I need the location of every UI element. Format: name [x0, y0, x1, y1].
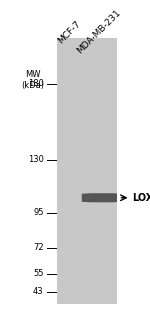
Text: 72: 72	[33, 243, 44, 252]
Text: MCF-7: MCF-7	[56, 19, 82, 45]
FancyBboxPatch shape	[82, 193, 122, 202]
Text: 43: 43	[33, 287, 44, 296]
Text: 95: 95	[33, 208, 44, 217]
Text: MW
(kDa): MW (kDa)	[21, 70, 45, 90]
Text: LOXL2: LOXL2	[132, 193, 150, 203]
Text: 180: 180	[28, 79, 43, 88]
Text: 130: 130	[28, 155, 43, 164]
Text: 55: 55	[33, 269, 44, 278]
Text: MDA-MB-231: MDA-MB-231	[75, 8, 122, 56]
